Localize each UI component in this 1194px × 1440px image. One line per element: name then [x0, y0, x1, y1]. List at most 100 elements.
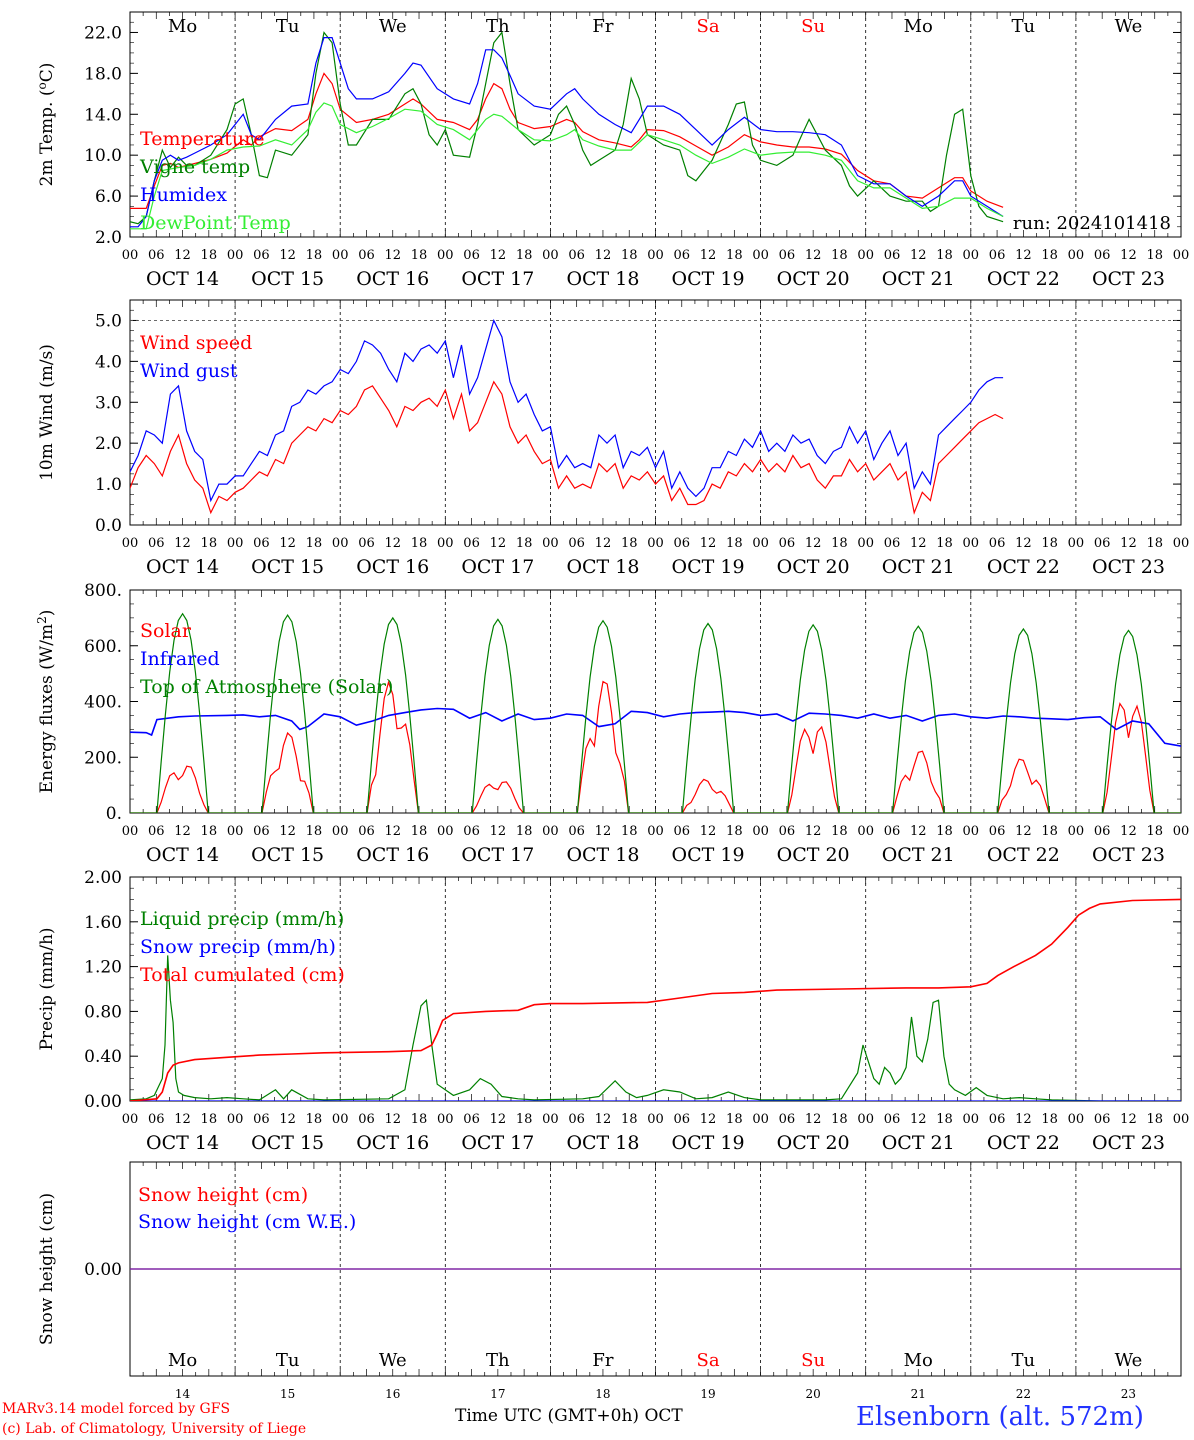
x-hour-label: 18 — [936, 248, 953, 263]
time-axis-label: Time UTC (GMT+0h) OCT — [455, 1406, 683, 1426]
x-hour-label: 12 — [1015, 1112, 1032, 1127]
y-tick-label: 1.60 — [84, 913, 122, 933]
x-hour-label: 18 — [1146, 1112, 1163, 1127]
x-date-label: OCT 21 — [882, 268, 955, 290]
x-date-label: OCT 17 — [461, 844, 534, 866]
x-hour-label: 12 — [384, 248, 401, 263]
x-hour-label: 06 — [253, 536, 270, 551]
x-hour-label: 18 — [516, 248, 533, 263]
series-line — [130, 380, 1004, 515]
x-hour-label: 18 — [411, 248, 428, 263]
x-hour-label: 06 — [568, 1112, 585, 1127]
x-hour-label: 06 — [779, 248, 796, 263]
x-hour-label: 18 — [726, 248, 743, 263]
x-hour-label: 12 — [490, 536, 507, 551]
weekday-label: We — [379, 1350, 407, 1371]
day-number-label: 16 — [385, 1387, 400, 1401]
weekday-label: Mo — [168, 1350, 197, 1371]
x-hour-label: 18 — [201, 536, 218, 551]
x-date-label: OCT 14 — [146, 1132, 219, 1154]
x-hour-label: 06 — [148, 1112, 165, 1127]
x-hour-label: 12 — [1015, 248, 1032, 263]
x-hour-label: 06 — [463, 536, 480, 551]
x-hour-label: 06 — [463, 824, 480, 839]
weekday-label: Sa — [697, 1350, 720, 1371]
x-hour-label: 12 — [490, 248, 507, 263]
x-date-label: OCT 23 — [1092, 268, 1165, 290]
x-hour-label: 12 — [174, 1112, 191, 1127]
x-hour-label: 12 — [174, 824, 191, 839]
x-hour-label: 12 — [279, 824, 296, 839]
x-hour-label: 06 — [358, 1112, 375, 1127]
y-tick-label: 1.0 — [95, 475, 122, 495]
legend-entry: Temperature — [140, 128, 264, 150]
x-hour-label: 00 — [1173, 1112, 1190, 1127]
x-hour-label: 18 — [201, 1112, 218, 1127]
x-hour-label: 00 — [1068, 248, 1085, 263]
series-line — [130, 707, 1181, 747]
weekday-label: Mo — [904, 16, 933, 37]
x-hour-label: 18 — [726, 536, 743, 551]
weekday-label: Mo — [168, 16, 197, 37]
x-date-label: OCT 22 — [987, 556, 1060, 578]
x-hour-label: 12 — [700, 536, 717, 551]
series-line — [130, 31, 1004, 225]
legend-entry: Snow height (cm) — [138, 1184, 308, 1206]
x-hour-label: 18 — [936, 824, 953, 839]
x-date-label: OCT 21 — [882, 1132, 955, 1154]
x-date-label: OCT 19 — [672, 556, 745, 578]
x-hour-label: 12 — [595, 1112, 612, 1127]
series-line — [130, 318, 1004, 503]
weekday-label: Tu — [276, 1350, 300, 1371]
series-line — [130, 898, 1181, 1101]
x-hour-label: 06 — [1094, 248, 1111, 263]
weekday-label: We — [379, 16, 407, 37]
x-hour-label: 12 — [805, 536, 822, 551]
weekday-label: Th — [486, 16, 510, 37]
x-hour-label: 12 — [1015, 536, 1032, 551]
x-hour-label: 12 — [805, 824, 822, 839]
x-date-label: OCT 15 — [251, 556, 324, 578]
x-hour-label: 18 — [306, 536, 323, 551]
x-hour-label: 06 — [463, 1112, 480, 1127]
x-hour-label: 06 — [463, 248, 480, 263]
y-tick-label: 0.40 — [84, 1047, 122, 1067]
x-hour-label: 06 — [568, 824, 585, 839]
x-date-label: OCT 20 — [777, 268, 850, 290]
plot-frame — [129, 299, 1182, 526]
x-hour-label: 12 — [910, 536, 927, 551]
x-date-label: OCT 14 — [146, 268, 219, 290]
x-hour-label: 12 — [595, 536, 612, 551]
series-group — [130, 31, 1004, 230]
panel-3: 0. 200. 400. 600. 800. Energy fluxes (W/m2) 00… — [35, 581, 1189, 866]
x-hour-label: 06 — [884, 248, 901, 263]
x-hour-label: 00 — [1173, 248, 1190, 263]
x-hour-label: 00 — [647, 824, 664, 839]
x-date-label: OCT 18 — [566, 844, 639, 866]
x-hour-label: 12 — [384, 536, 401, 551]
x-hour-label: 00 — [963, 824, 980, 839]
x-hour-label: 00 — [227, 1112, 244, 1127]
x-hour-label: 06 — [1094, 1112, 1111, 1127]
x-hour-label: 18 — [621, 1112, 638, 1127]
x-hour-label: 00 — [752, 248, 769, 263]
x-date-label: OCT 14 — [146, 556, 219, 578]
x-date-label: OCT 16 — [356, 844, 429, 866]
x-hour-label: 00 — [332, 1112, 349, 1127]
unit-rest: C) — [37, 63, 57, 83]
x-date-label: OCT 14 — [146, 844, 219, 866]
weekday-label: Tu — [1012, 1350, 1036, 1371]
weekday-label: We — [1115, 1350, 1143, 1371]
y-tick-label: 2.0 — [95, 228, 122, 248]
x-hour-label: 00 — [542, 536, 559, 551]
unit-rest: ) — [37, 610, 57, 617]
panel-2: 0.0 1.0 2.0 3.0 4.0 5.0 10m Wind (m/s) 00 06 12 18… — [37, 299, 1189, 578]
x-hour-label: 12 — [700, 824, 717, 839]
x-hour-label: 00 — [647, 248, 664, 263]
legend-entry: Solar — [140, 620, 192, 642]
x-hour-label: 12 — [1120, 1112, 1137, 1127]
y-tick-label: 0.80 — [84, 1002, 122, 1022]
y-tick-label: 3.0 — [95, 393, 122, 413]
x-date-label: OCT 23 — [1092, 1132, 1165, 1154]
x-hour-label: 12 — [910, 824, 927, 839]
